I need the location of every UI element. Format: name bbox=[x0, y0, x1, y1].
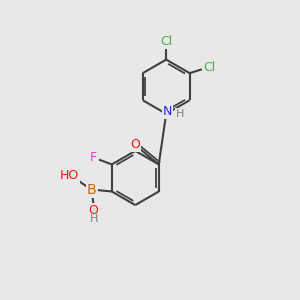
Text: H: H bbox=[90, 214, 99, 224]
Text: O: O bbox=[88, 204, 98, 217]
Text: B: B bbox=[87, 183, 97, 197]
Text: N: N bbox=[163, 105, 172, 118]
Text: Cl: Cl bbox=[204, 61, 216, 74]
Text: Cl: Cl bbox=[160, 35, 172, 48]
Text: HO: HO bbox=[60, 169, 79, 182]
Text: H: H bbox=[176, 109, 184, 119]
Text: F: F bbox=[90, 151, 97, 164]
Text: O: O bbox=[130, 138, 140, 151]
